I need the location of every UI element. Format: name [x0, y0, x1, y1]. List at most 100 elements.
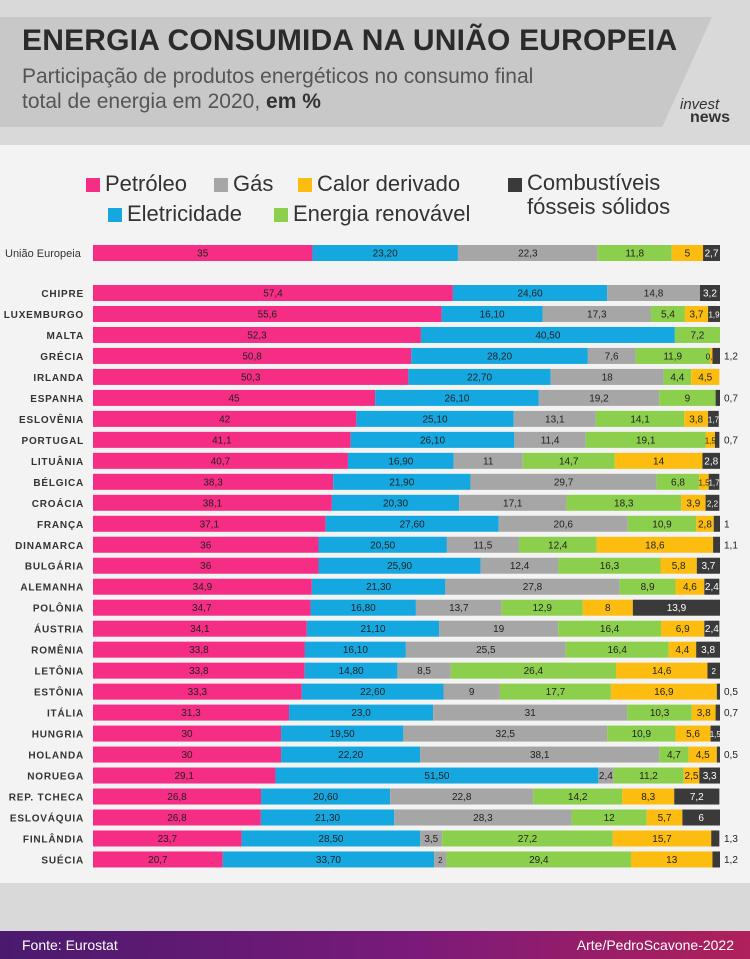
data-label: 4,5 — [698, 372, 712, 383]
bar-segment-gas — [405, 641, 566, 658]
legend-label-calor-derivado: Calor derivado — [317, 171, 461, 196]
bar-segment-petroleo — [93, 536, 319, 553]
bar-segment-energia-renovavel — [627, 704, 692, 721]
bar-segment-calor-derivado — [705, 431, 715, 448]
bar-segment-eletricidade — [289, 704, 434, 721]
bar-row-polonia: POLÔNIA 34,7 16,80 13,7 12,9 8 13,9 — [33, 599, 720, 616]
bar-row-uniao-europeia: União Europeia 35 23,20 22,3 11,8 5 2,7 — [5, 245, 720, 261]
data-label: 8,5 — [417, 666, 431, 677]
bar-segment-eletricidade — [222, 851, 435, 868]
data-label: 57,4 — [263, 289, 283, 300]
data-label: 25,5 — [476, 645, 496, 656]
bar-row-luxemburgo: LUXEMBURGO 55,6 16,10 17,3 5,4 3,7 1,9 — [4, 305, 720, 322]
bar-segment-petroleo — [93, 704, 290, 721]
bar-segment-eletricidade — [260, 809, 395, 826]
data-label: 8,9 — [641, 582, 655, 593]
data-label: 2,4 — [599, 771, 613, 782]
row-label: ESLOVÁQUIA — [10, 812, 84, 825]
bar-segment-gas — [453, 452, 523, 469]
data-label: 26,10 — [444, 393, 469, 404]
row-label: CROÁCIA — [32, 497, 84, 510]
bar-segment-petroleo — [93, 473, 334, 490]
data-label: 14,2 — [568, 792, 588, 803]
row-label: HUNGRIA — [32, 730, 84, 741]
data-label: 1,2 — [724, 855, 738, 866]
bar-segment-combustiveis-fosseis-solidos — [704, 578, 720, 595]
bar-segment-combustiveis-fosseis-solidos — [712, 851, 720, 868]
bar-segment-energia-renovavel — [663, 368, 692, 385]
bar-segment-eletricidade — [331, 494, 460, 511]
data-label: 14,80 — [339, 666, 364, 677]
bar-segment-gas — [457, 245, 598, 261]
data-label: 0,5 — [724, 687, 738, 698]
bar-segment-eletricidade — [310, 599, 416, 616]
data-label: 34,7 — [192, 603, 212, 614]
bar-row-grecia: GRÉCIA 50,8 28,20 7,6 11,9 0,4 1,2 — [40, 347, 738, 364]
data-label: 51,50 — [424, 771, 449, 782]
bar-segment-petroleo — [93, 851, 223, 868]
bar-segment-calor-derivado — [675, 578, 705, 595]
bar-segment-gas — [607, 285, 700, 301]
data-label: 33,8 — [189, 645, 209, 656]
bar-segment-energia-renovavel — [635, 347, 710, 364]
data-label: 18,6 — [645, 540, 665, 551]
bar-segment-calor-derivado — [684, 410, 709, 427]
data-label: 10,9 — [632, 729, 652, 740]
bar-segment-energia-renovavel — [674, 326, 720, 343]
bar-segment-gas — [480, 557, 559, 574]
data-label: 4,6 — [683, 582, 697, 593]
data-label: 36 — [200, 540, 212, 551]
bar-segment-eletricidade — [350, 431, 515, 448]
data-label: 2,5 — [685, 771, 699, 782]
data-label: 33,8 — [189, 666, 209, 677]
bar-segment-combustiveis-fosseis-solidos — [699, 285, 720, 301]
row-label: PORTUGAL — [21, 436, 84, 447]
bar-segment-combustiveis-fosseis-solidos — [674, 788, 720, 805]
bar-segment-energia-renovavel — [656, 473, 700, 490]
bar-row-austria: ÁUSTRIA 34,1 21,10 19 16,4 6,9 2,4 — [34, 620, 720, 637]
bar-segment-petroleo — [93, 578, 312, 595]
bar-segment-gas — [415, 599, 502, 616]
bar-row-croacia: CROÁCIA 38,1 20,30 17,1 18,3 3,9 2,2 — [32, 494, 720, 511]
chart-title: ENERGIA CONSUMIDA NA UNIÃO EUROPEIA — [22, 24, 678, 57]
row-label: GRÉCIA — [40, 350, 84, 363]
bar-segment-eletricidade — [375, 389, 539, 406]
legend-swatch-calor-derivado — [298, 178, 312, 192]
bar-segment-eletricidade — [420, 326, 675, 343]
bar-row-rep-tcheca: REP. TCHECA 26,8 20,60 22,8 14,2 8,3 7,2 — [9, 788, 720, 805]
data-label: 21,10 — [360, 624, 385, 635]
data-label: 5,7 — [658, 813, 672, 824]
bar-segment-petroleo — [93, 326, 421, 343]
bar-segment-petroleo — [93, 809, 261, 826]
data-label: 13 — [666, 855, 678, 866]
bar-segment-calor-derivado — [596, 536, 714, 553]
data-label: 7,2 — [690, 330, 704, 341]
data-label: 12,4 — [548, 540, 568, 551]
bar-row-noruega: NORUEGA 29,1 51,50 2,4 11,2 2,5 3,3 — [27, 767, 720, 784]
data-label: 27,2 — [518, 834, 538, 845]
bar-segment-energia-renovavel — [613, 767, 684, 784]
data-label: 33,70 — [316, 855, 341, 866]
bar-segment-gas — [587, 347, 636, 364]
data-label: 22,3 — [518, 249, 538, 260]
data-label: 23,20 — [373, 249, 398, 260]
legend-swatch-gas — [214, 178, 228, 192]
data-label: 26,8 — [167, 792, 187, 803]
bar-segment-energia-renovavel — [627, 515, 697, 532]
bar-segment-eletricidade — [311, 578, 446, 595]
data-label: 5,6 — [686, 729, 700, 740]
bar-segment-energia-renovavel — [518, 536, 597, 553]
bar-segment-energia-renovavel — [446, 851, 631, 868]
row-label: IRLANDA — [33, 373, 84, 384]
data-label: 41,1 — [212, 435, 232, 446]
bar-segment-calor-derivado — [699, 473, 709, 490]
bar-segment-calor-derivado — [684, 305, 709, 322]
data-label: 4,4 — [675, 645, 689, 656]
bar-segment-energia-renovavel — [442, 830, 613, 847]
data-label: 9 — [469, 687, 475, 698]
bar-segment-gas — [446, 536, 519, 553]
bar-segment-combustiveis-fosseis-solidos — [696, 557, 720, 574]
bar-segment-eletricidade — [261, 788, 391, 805]
bar-row-portugal: PORTUGAL 41,1 26,10 11,4 19,1 1,5 0,7 — [21, 431, 738, 448]
bar-segment-combustiveis-fosseis-solidos — [716, 683, 720, 700]
